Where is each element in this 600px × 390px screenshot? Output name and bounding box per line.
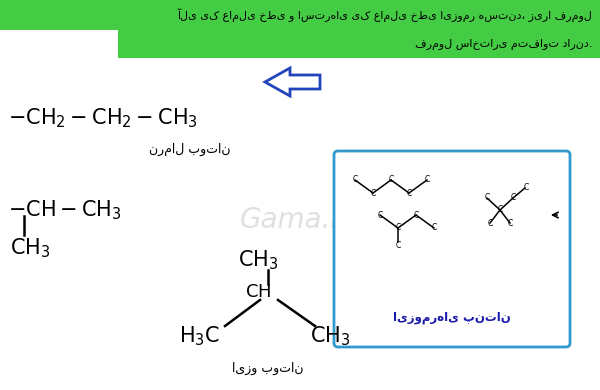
Text: $\mathrm{CH_3}$: $\mathrm{CH_3}$ bbox=[10, 236, 50, 260]
Text: C: C bbox=[487, 218, 493, 227]
Text: C: C bbox=[523, 183, 529, 191]
Bar bbox=[0, 0, 600, 30]
Text: C: C bbox=[484, 193, 490, 202]
Text: ایزو بوتان: ایزو بوتان bbox=[232, 362, 304, 375]
Text: C: C bbox=[388, 176, 394, 184]
Bar bbox=[118, 30, 600, 58]
Text: C: C bbox=[508, 218, 512, 227]
Text: Gama.ir: Gama.ir bbox=[240, 206, 350, 234]
Text: C: C bbox=[413, 211, 419, 220]
Text: $\mathrm{CH_3}$: $\mathrm{CH_3}$ bbox=[238, 248, 278, 272]
Text: ایزومرهای پنتان: ایزومرهای پنتان bbox=[393, 312, 511, 324]
Text: C: C bbox=[395, 241, 401, 250]
Text: $\mathrm{CH}$: $\mathrm{CH}$ bbox=[245, 283, 271, 301]
Text: C: C bbox=[406, 188, 412, 197]
Text: $-\mathrm{CH_2}-\mathrm{CH_2}-\mathrm{CH_3}$: $-\mathrm{CH_2}-\mathrm{CH_2}-\mathrm{CH… bbox=[8, 106, 198, 130]
Text: C: C bbox=[352, 176, 358, 184]
Text: C: C bbox=[424, 176, 430, 184]
Text: نرمال بوتان: نرمال بوتان bbox=[149, 143, 231, 156]
Text: $\mathrm{CH_3}$: $\mathrm{CH_3}$ bbox=[310, 324, 350, 348]
FancyArrow shape bbox=[265, 68, 320, 96]
Text: C: C bbox=[431, 223, 437, 232]
Text: C: C bbox=[511, 193, 515, 202]
Text: C: C bbox=[370, 188, 376, 197]
Text: فرمول ساختاری متفاوت دارند.: فرمول ساختاری متفاوت دارند. bbox=[415, 39, 592, 50]
FancyBboxPatch shape bbox=[334, 151, 570, 347]
Text: C: C bbox=[395, 223, 401, 232]
Text: C: C bbox=[377, 211, 383, 220]
Text: آلی یک عاملی خطی و استرهای یک عاملی خطی ایزومر هستند، زیرا فرمول: آلی یک عاملی خطی و استرهای یک عاملی خطی … bbox=[177, 8, 592, 22]
Text: $-\mathrm{CH}-\mathrm{CH_3}$: $-\mathrm{CH}-\mathrm{CH_3}$ bbox=[8, 198, 122, 222]
Text: C: C bbox=[497, 206, 503, 214]
Text: $\mathrm{H_3C}$: $\mathrm{H_3C}$ bbox=[179, 324, 221, 348]
